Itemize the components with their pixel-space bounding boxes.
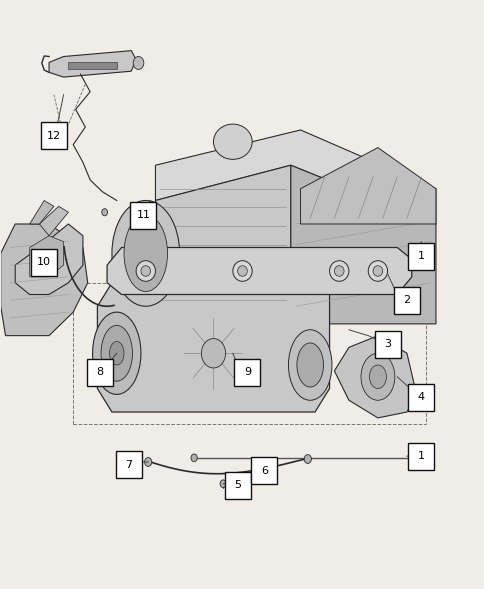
Text: 3: 3 <box>383 339 390 349</box>
Ellipse shape <box>246 471 252 479</box>
Text: 6: 6 <box>260 466 267 476</box>
FancyBboxPatch shape <box>87 359 113 386</box>
Text: 2: 2 <box>403 295 409 305</box>
Ellipse shape <box>372 266 382 276</box>
Polygon shape <box>155 130 435 224</box>
FancyBboxPatch shape <box>116 451 142 478</box>
Polygon shape <box>30 200 54 224</box>
Polygon shape <box>15 224 83 294</box>
Polygon shape <box>107 247 411 294</box>
Ellipse shape <box>201 339 225 368</box>
Polygon shape <box>290 166 435 324</box>
Ellipse shape <box>133 57 144 70</box>
Ellipse shape <box>213 124 252 160</box>
Ellipse shape <box>220 480 226 488</box>
Ellipse shape <box>288 330 331 401</box>
Ellipse shape <box>141 266 151 276</box>
Text: 12: 12 <box>47 131 61 141</box>
Text: 1: 1 <box>417 252 424 262</box>
Ellipse shape <box>333 266 343 276</box>
Polygon shape <box>30 236 63 277</box>
FancyBboxPatch shape <box>408 442 434 469</box>
FancyBboxPatch shape <box>408 243 434 270</box>
Polygon shape <box>49 51 136 77</box>
Bar <box>68 62 117 70</box>
FancyBboxPatch shape <box>374 331 400 358</box>
Text: 5: 5 <box>234 481 241 491</box>
Polygon shape <box>155 166 290 324</box>
Ellipse shape <box>237 266 247 276</box>
Ellipse shape <box>360 353 394 401</box>
Polygon shape <box>97 283 329 412</box>
Ellipse shape <box>112 200 179 306</box>
Ellipse shape <box>296 343 323 387</box>
Text: 1: 1 <box>417 451 424 461</box>
FancyBboxPatch shape <box>224 472 250 499</box>
Ellipse shape <box>102 209 107 216</box>
Ellipse shape <box>367 261 387 282</box>
Ellipse shape <box>191 454 197 462</box>
Text: 7: 7 <box>125 460 132 470</box>
FancyBboxPatch shape <box>251 457 277 484</box>
FancyBboxPatch shape <box>130 201 156 229</box>
FancyBboxPatch shape <box>408 384 434 411</box>
Polygon shape <box>333 336 416 418</box>
FancyBboxPatch shape <box>234 359 260 386</box>
Ellipse shape <box>232 261 252 282</box>
Ellipse shape <box>329 261 348 282</box>
FancyBboxPatch shape <box>31 249 57 276</box>
Text: 11: 11 <box>136 210 150 220</box>
Polygon shape <box>39 206 68 236</box>
FancyBboxPatch shape <box>41 123 67 150</box>
FancyBboxPatch shape <box>393 287 419 314</box>
Ellipse shape <box>92 312 141 395</box>
Ellipse shape <box>144 458 151 466</box>
Ellipse shape <box>124 215 167 292</box>
Text: 9: 9 <box>243 367 250 377</box>
Ellipse shape <box>303 455 311 464</box>
Ellipse shape <box>109 342 124 365</box>
Polygon shape <box>0 224 88 336</box>
Text: 10: 10 <box>37 257 51 267</box>
Ellipse shape <box>369 365 386 389</box>
Text: 4: 4 <box>417 392 424 402</box>
Text: 8: 8 <box>96 367 103 377</box>
Ellipse shape <box>101 325 132 381</box>
Ellipse shape <box>136 261 155 282</box>
Polygon shape <box>300 148 435 224</box>
